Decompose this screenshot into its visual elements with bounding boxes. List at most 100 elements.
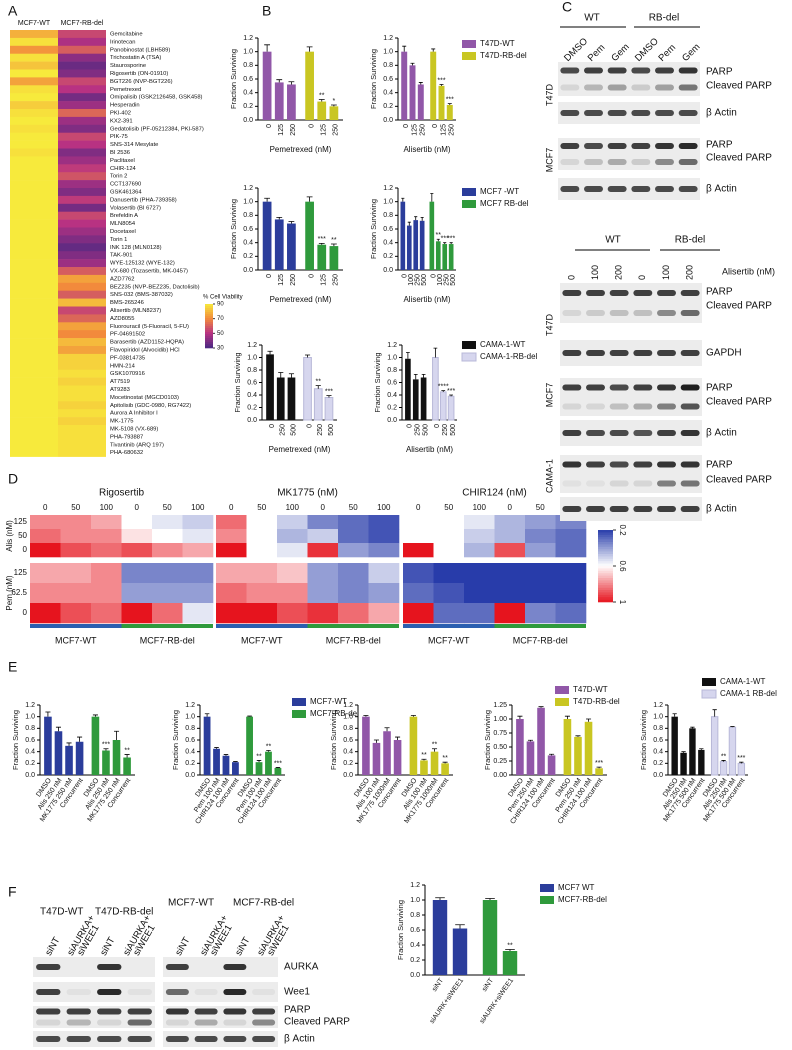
y-tick-label: 1.2 bbox=[247, 342, 257, 349]
bar bbox=[102, 750, 110, 775]
row-label: Staurosporine bbox=[110, 63, 146, 69]
band bbox=[631, 67, 651, 74]
x-axis-label: Pemetrexed (nM) bbox=[270, 145, 332, 154]
error-bar bbox=[447, 103, 452, 105]
y-tick-label: 1.2 bbox=[387, 342, 397, 349]
x-tick-label: 0 bbox=[306, 424, 313, 428]
error-bar bbox=[318, 99, 325, 102]
colorbar-segment bbox=[598, 578, 613, 581]
colorbar-segment bbox=[598, 599, 613, 603]
column-label: 100 bbox=[191, 503, 205, 512]
band bbox=[657, 310, 676, 316]
heat-cell bbox=[555, 563, 587, 584]
error-bar bbox=[103, 748, 109, 751]
row-label: 0 bbox=[23, 608, 28, 617]
error-bar bbox=[288, 221, 295, 224]
significance: ** bbox=[266, 743, 272, 750]
bar bbox=[54, 731, 63, 775]
heat-cell bbox=[494, 529, 526, 544]
error-bar bbox=[407, 221, 411, 226]
y-tick-label: 0.2 bbox=[25, 760, 35, 767]
group-bar bbox=[494, 624, 586, 628]
bar bbox=[265, 751, 272, 775]
band bbox=[560, 67, 580, 74]
colorbar-segment bbox=[205, 346, 213, 349]
row-label: Docetaxel bbox=[110, 229, 136, 235]
colorbar-segment bbox=[205, 336, 213, 339]
heat-cell bbox=[10, 227, 58, 236]
error-bar bbox=[439, 84, 444, 86]
legend-swatch bbox=[292, 698, 306, 706]
heat-cell bbox=[494, 603, 526, 624]
heat-cell bbox=[433, 543, 465, 558]
band bbox=[609, 461, 629, 468]
group-label: MCF7-WT bbox=[428, 635, 470, 645]
colorbar-tick-label: 0.6 bbox=[618, 560, 627, 572]
heat-cell bbox=[368, 515, 400, 530]
row-label: BI 2536 bbox=[110, 150, 130, 156]
y-tick-label: 0.4 bbox=[383, 90, 393, 97]
blot bbox=[33, 1031, 155, 1047]
cell-line-label: MCF7-WT bbox=[168, 898, 214, 909]
column-label: 50 bbox=[257, 503, 266, 512]
heat-cell bbox=[58, 37, 106, 47]
error-bar bbox=[420, 216, 424, 221]
heat-cell bbox=[246, 543, 278, 558]
bar bbox=[232, 762, 239, 775]
band bbox=[655, 143, 674, 149]
y-tick-label: 0.6 bbox=[247, 379, 257, 386]
error-bar bbox=[485, 898, 495, 900]
colorbar-segment bbox=[598, 573, 613, 576]
heat-cell bbox=[60, 583, 92, 604]
error-bar bbox=[330, 104, 337, 107]
band bbox=[607, 159, 627, 165]
heat-cell bbox=[58, 164, 106, 173]
protein-label: Cleaved PARP bbox=[706, 81, 772, 92]
y-tick-label: 1.0 bbox=[410, 897, 420, 904]
blot bbox=[560, 497, 702, 521]
heat-cell bbox=[10, 267, 58, 276]
heat-cell bbox=[121, 529, 153, 544]
y-tick-label: 0.6 bbox=[343, 737, 353, 744]
heat-cell bbox=[10, 164, 58, 173]
heat-cell bbox=[10, 116, 58, 126]
error-bar bbox=[363, 715, 369, 717]
column-label: 50 bbox=[444, 503, 453, 512]
bar bbox=[438, 85, 445, 120]
band bbox=[562, 384, 582, 391]
error-bar bbox=[247, 715, 252, 717]
heat-cell bbox=[60, 515, 92, 530]
heat-cell bbox=[10, 361, 58, 370]
group-label: MCF7-WT bbox=[241, 635, 283, 645]
significance: ** bbox=[256, 753, 262, 760]
bar bbox=[442, 244, 448, 270]
band bbox=[631, 159, 651, 165]
bar bbox=[313, 388, 323, 421]
heat-cell bbox=[494, 563, 526, 584]
error-bar bbox=[55, 726, 62, 732]
heatmap-title: MK1775 (nM) bbox=[277, 488, 338, 499]
row-label: SNS-314 Mesylate bbox=[110, 142, 158, 148]
heat-cell bbox=[494, 543, 526, 558]
bar bbox=[405, 358, 411, 420]
colorbar-segment bbox=[598, 597, 613, 600]
bar bbox=[419, 220, 425, 270]
heat-cell bbox=[216, 583, 247, 604]
band bbox=[97, 1008, 122, 1015]
bar bbox=[448, 244, 454, 270]
x-tick-label: 125 bbox=[411, 124, 418, 136]
legend-swatch bbox=[540, 884, 554, 892]
colorbar-segment bbox=[205, 316, 213, 319]
heat-cell bbox=[58, 306, 106, 315]
row-label: HMN-214 bbox=[110, 363, 136, 369]
protein-label: β Actin bbox=[706, 428, 737, 439]
legend-swatch bbox=[462, 188, 476, 196]
heat-cell bbox=[433, 583, 465, 604]
legend-swatch bbox=[462, 200, 476, 208]
x-tick-label: 0 bbox=[308, 274, 315, 278]
cell-line-label: T47D-RB-del bbox=[95, 907, 153, 918]
band bbox=[562, 480, 582, 487]
row-label: 50 bbox=[18, 531, 27, 540]
lane-label: siNT bbox=[173, 935, 192, 958]
